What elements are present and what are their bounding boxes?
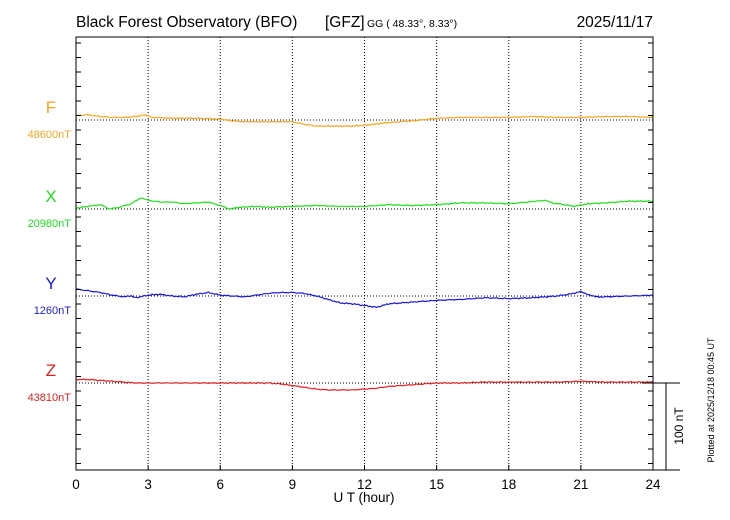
institute-label: [GFZ]: [325, 14, 365, 31]
x-tick-label: 9: [289, 477, 297, 492]
x-tick-labels: 0 3 6 9 12 15 18 21 24: [72, 465, 661, 492]
y-tick-marks: [76, 42, 653, 464]
series-baseline-label-y: 1260nT: [34, 305, 72, 317]
series-line-y: [76, 288, 653, 309]
scale-bar: 100 nT: [642, 382, 686, 471]
series-name-z: Z: [46, 361, 56, 380]
series-line-f: [75, 113, 654, 128]
x-tick-label: 3: [144, 477, 152, 492]
series-baseline-label-z: 43810nT: [28, 392, 72, 404]
chart-date: 2025/11/17: [577, 14, 653, 31]
x-tick-label: 15: [429, 477, 444, 492]
series-line-z: [75, 378, 654, 392]
scale-bar-label: 100 nT: [672, 407, 686, 445]
x-tick-label: 0: [72, 477, 80, 492]
series-name-y: Y: [45, 274, 56, 293]
x-tick-label: 12: [357, 477, 372, 492]
coordinate-label: GG ( 48.33°, 8.33°): [367, 18, 457, 30]
series-layer: [75, 113, 654, 392]
chart-title: Black Forest Observatory (BFO): [76, 14, 297, 31]
plotted-at-note: Plotted at 2025/12/18 00:45 UT: [706, 337, 716, 463]
series-labels: F 48600nT X 20980nT Y 1260nT Z 43810nT: [28, 98, 72, 404]
x-tick-label: 21: [573, 477, 588, 492]
grid-lines: [147, 37, 582, 470]
x-tick-label: 18: [501, 477, 516, 492]
series-name-f: F: [46, 98, 56, 117]
series-baseline-label-x: 20980nT: [28, 218, 72, 230]
series-name-x: X: [45, 187, 56, 206]
x-tick-label: 6: [216, 477, 224, 492]
x-tick-label: 24: [645, 477, 661, 492]
series-baseline-label-f: 48600nT: [28, 129, 72, 141]
series-line-x: [75, 197, 654, 211]
x-axis-label: U T (hour): [333, 490, 394, 505]
